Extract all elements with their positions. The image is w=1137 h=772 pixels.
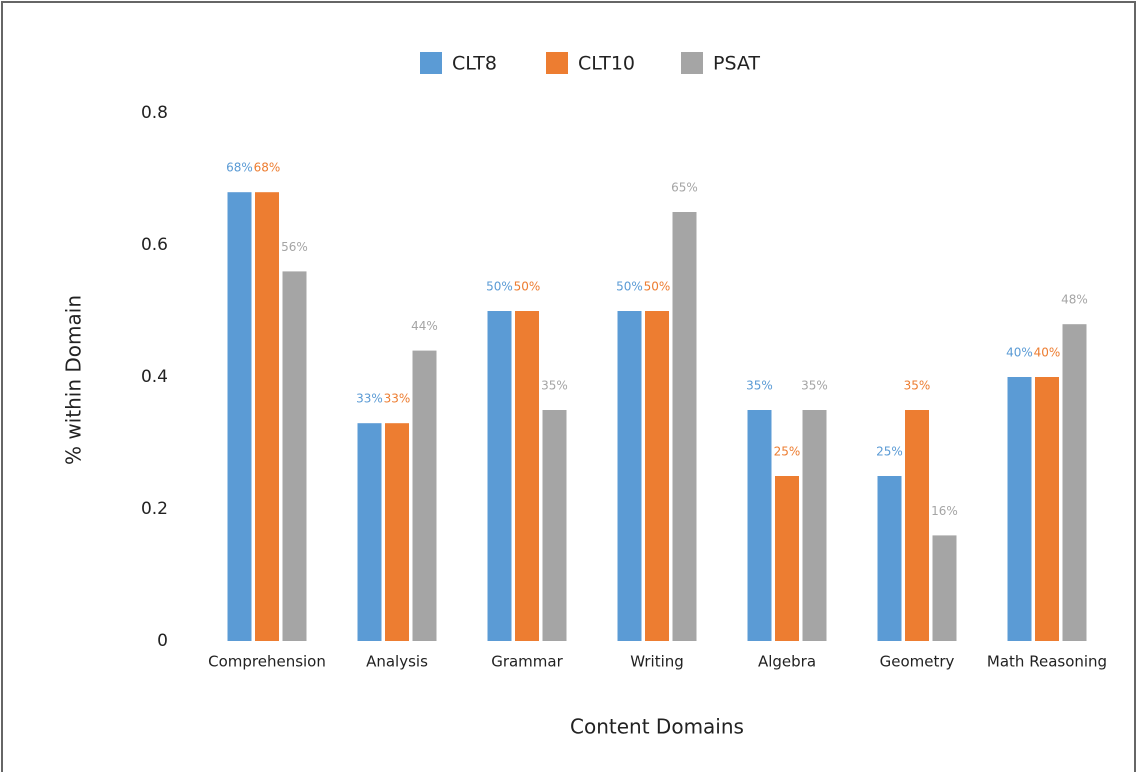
bar	[255, 192, 279, 641]
data-label: 48%	[1061, 293, 1088, 307]
bar	[1035, 377, 1059, 641]
data-label: 50%	[644, 280, 671, 294]
bar	[515, 311, 539, 641]
data-label: 68%	[226, 161, 253, 175]
x-tick-label: Comprehension	[208, 653, 326, 671]
data-label: 35%	[746, 379, 773, 393]
bar	[775, 476, 799, 641]
bar	[877, 476, 902, 641]
bar	[802, 410, 827, 641]
data-label: 50%	[486, 280, 513, 294]
data-label: 50%	[514, 280, 541, 294]
data-label: 33%	[384, 392, 411, 406]
bar	[542, 410, 567, 641]
x-tick-label: Algebra	[758, 653, 816, 671]
x-axis-title: Content Domains	[570, 715, 744, 739]
legend-label: CLT10	[578, 53, 635, 75]
bar	[747, 410, 772, 641]
legend-label: CLT8	[452, 53, 497, 75]
bar	[617, 311, 642, 641]
data-label: 35%	[541, 379, 568, 393]
data-label: 50%	[616, 280, 643, 294]
legend-label: PSAT	[713, 53, 760, 75]
data-label: 40%	[1034, 346, 1061, 360]
y-tick-label: 0.4	[141, 367, 168, 387]
data-label: 65%	[671, 181, 698, 195]
y-axis-title: % within Domain	[62, 295, 86, 465]
legend-swatch	[546, 52, 568, 74]
data-label: 25%	[876, 445, 903, 459]
legend-swatch	[420, 52, 442, 74]
data-label: 68%	[254, 161, 281, 175]
data-label: 33%	[356, 392, 383, 406]
bar	[932, 535, 957, 641]
data-label: 25%	[774, 445, 801, 459]
y-tick-label: 0.8	[141, 103, 168, 123]
bar	[282, 271, 307, 641]
x-tick-label: Grammar	[491, 653, 563, 671]
data-label: 40%	[1006, 346, 1033, 360]
legend-swatch	[681, 52, 703, 74]
bar	[357, 423, 382, 641]
x-tick-label: Math Reasoning	[987, 653, 1107, 671]
data-label: 35%	[801, 379, 828, 393]
bar	[905, 410, 929, 641]
y-tick-label: 0.2	[141, 499, 168, 519]
data-label: 35%	[904, 379, 931, 393]
x-tick-label: Writing	[630, 653, 684, 671]
bar	[645, 311, 669, 641]
x-tick-label: Geometry	[880, 653, 955, 671]
bar	[385, 423, 409, 641]
bar	[487, 311, 512, 641]
bar	[227, 192, 252, 641]
bar	[672, 212, 697, 641]
data-label: 16%	[931, 504, 958, 518]
bar	[1062, 324, 1087, 641]
bar	[1007, 377, 1032, 641]
y-tick-label: 0.6	[141, 235, 168, 255]
x-tick-label: Analysis	[366, 653, 428, 671]
y-tick-label: 0	[157, 631, 168, 651]
data-label: 44%	[411, 319, 438, 333]
bar	[412, 350, 437, 641]
data-label: 56%	[281, 240, 308, 254]
